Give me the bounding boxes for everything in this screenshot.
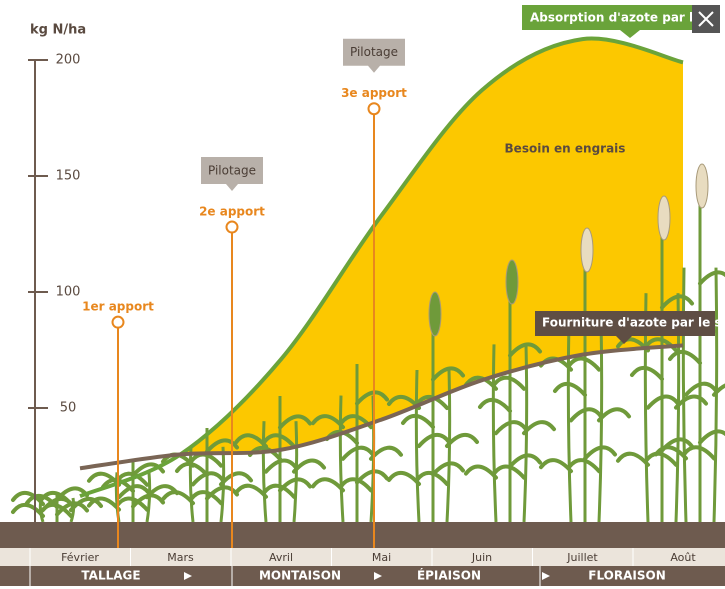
tag-label: Pilotage <box>350 45 398 59</box>
x-tick-label: Avril <box>269 551 293 564</box>
tag-box <box>201 157 263 192</box>
leaf <box>674 394 708 410</box>
series-label: Fourniture d'azote par le sol <box>542 316 725 330</box>
leaf <box>684 381 718 397</box>
leaf <box>39 491 73 506</box>
leaf <box>567 356 601 372</box>
stage-label: TALLAGE <box>81 569 140 583</box>
series-line <box>79 343 684 471</box>
leaf <box>191 471 225 487</box>
leaf <box>553 382 587 397</box>
y-tick-label: 200 <box>56 53 81 68</box>
leaf <box>431 366 465 382</box>
stage-label: ÉPIAISON <box>417 568 481 583</box>
x-tick-label: Mai <box>372 551 391 564</box>
ear <box>428 291 442 337</box>
x-tick-label: Mars <box>167 551 194 564</box>
leaf <box>569 407 603 423</box>
leaf <box>494 420 528 436</box>
stem <box>414 369 421 523</box>
series-label: Absorption d'azote par la culture <box>530 11 725 25</box>
stage-arrow <box>184 572 192 580</box>
stage-label: MONTAISON <box>259 569 341 583</box>
label-box <box>535 311 715 344</box>
x-tick-label: Juillet <box>566 551 598 564</box>
leaf <box>69 497 103 512</box>
leaf <box>264 458 298 474</box>
leaf <box>597 407 631 423</box>
tag-box <box>343 38 405 73</box>
leaf <box>278 414 312 430</box>
ear <box>580 227 594 273</box>
leaf <box>115 496 149 512</box>
stem <box>681 267 688 523</box>
area-label: Besoin en engrais <box>505 142 626 156</box>
leaf <box>567 458 601 474</box>
y-tick-label: 100 <box>56 285 81 300</box>
x-tick-label: Août <box>670 551 696 564</box>
leaf <box>131 462 165 478</box>
application-label: 1er apport <box>82 300 154 314</box>
application-label: 2e apport <box>199 205 265 219</box>
y-axis-label: kg N/ha <box>30 23 86 38</box>
leaf <box>341 445 375 461</box>
stem <box>261 421 268 523</box>
leaf <box>115 471 149 487</box>
stage-bar <box>0 566 725 586</box>
plant <box>387 291 479 523</box>
label-box <box>522 5 710 38</box>
leaf <box>189 490 223 506</box>
leaf <box>415 471 449 486</box>
close-icon[interactable] <box>698 11 714 27</box>
x-tick-label: Février <box>61 551 99 564</box>
leaf <box>262 483 296 499</box>
leaf <box>522 420 556 436</box>
application-point <box>225 220 239 234</box>
stem <box>338 395 345 523</box>
leaf <box>339 477 373 493</box>
stage-arrow <box>374 572 382 580</box>
leaf <box>646 394 680 410</box>
month-bar <box>0 548 725 566</box>
leaf <box>175 462 209 477</box>
leaf <box>205 438 239 454</box>
stage-label: FLORAISON <box>588 569 666 583</box>
leaf <box>630 366 664 381</box>
leaf <box>39 503 73 518</box>
leaf <box>492 464 526 480</box>
leaf <box>712 383 725 397</box>
ground <box>0 522 725 548</box>
leaf <box>415 395 449 410</box>
x-tick-label: Juin <box>471 551 492 564</box>
leaf <box>262 433 296 449</box>
stage-arrow <box>542 572 550 580</box>
application-label: 3e apport <box>341 86 407 100</box>
ear <box>505 259 519 305</box>
leaf <box>445 433 479 448</box>
leaf <box>417 433 451 448</box>
leaf <box>682 445 716 461</box>
y-tick-label: 50 <box>60 401 77 416</box>
application-point <box>367 102 381 116</box>
ear <box>695 163 709 209</box>
application-point <box>111 315 125 329</box>
leaf <box>117 484 151 500</box>
leaf <box>492 375 526 391</box>
leaf <box>644 451 678 467</box>
y-tick-label: 150 <box>56 169 81 184</box>
ear <box>657 195 671 241</box>
leaf <box>219 471 253 487</box>
plant <box>616 195 708 523</box>
plant <box>234 396 326 523</box>
stem <box>566 318 573 523</box>
stem <box>491 344 498 523</box>
tag-label: Pilotage <box>208 164 256 178</box>
leaf <box>401 414 435 429</box>
leaf <box>292 458 326 474</box>
leaf <box>478 398 512 413</box>
close-button[interactable] <box>692 5 720 33</box>
leaf <box>668 350 702 365</box>
